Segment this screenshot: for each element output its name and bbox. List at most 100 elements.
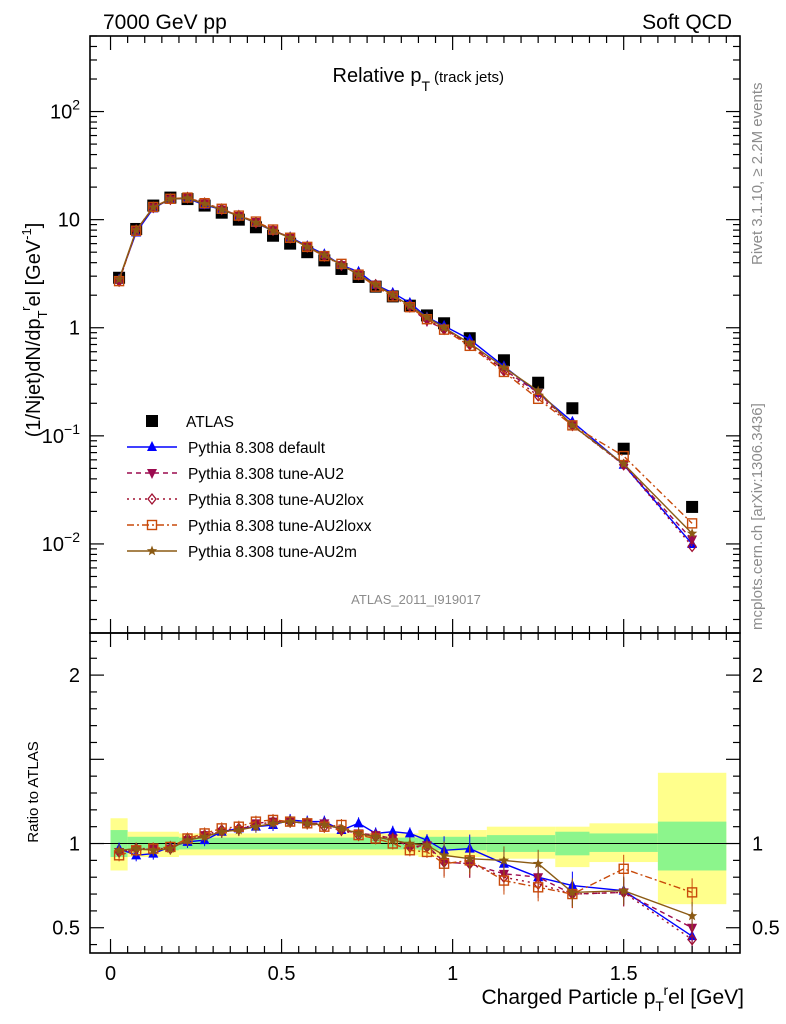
ylabel-c: ] xyxy=(23,223,45,229)
legend-item: Pythia 8.308 tune-AU2lox xyxy=(127,492,364,509)
uncertainty-band-inner xyxy=(657,821,727,871)
ratio-point xyxy=(216,826,227,837)
data-point xyxy=(131,224,142,235)
ratio-point xyxy=(421,839,433,850)
legend-label: Pythia 8.308 tune-AU2lox xyxy=(188,492,364,509)
y-tick-label: 1 xyxy=(69,318,80,340)
ratio-point xyxy=(165,843,176,853)
ratio-line xyxy=(118,819,693,937)
data-point xyxy=(353,269,364,280)
ratio-point xyxy=(532,858,544,869)
data-point xyxy=(498,361,510,372)
legend-marker xyxy=(147,469,157,479)
legend-marker xyxy=(147,492,157,506)
data-point xyxy=(370,279,381,290)
series-5 xyxy=(113,192,698,538)
rivet-note: Rivet 3.1.10, ≥ 2.2M events xyxy=(749,83,766,266)
legend-marker xyxy=(146,519,158,531)
data-point xyxy=(302,241,313,252)
ratio-point xyxy=(686,887,698,898)
y-tick-label: 10 xyxy=(58,210,80,232)
legend: ATLAS Pythia 8.308 default Pythia 8.308 tu… xyxy=(127,414,372,561)
ratio-y-tick-label-right: 2 xyxy=(752,665,763,687)
legend-marker xyxy=(147,441,157,451)
xlabel-suffix: el [GeV] xyxy=(668,986,744,1009)
legend-item: Pythia 8.308 tune-AU2m xyxy=(127,544,357,561)
data-point xyxy=(250,217,262,227)
legend-item: Pythia 8.308 tune-AU2 xyxy=(127,466,344,483)
ratio-series-4 xyxy=(113,815,698,930)
xlabel-sup: r xyxy=(663,982,668,998)
ratio-point xyxy=(464,853,475,864)
ratio-point xyxy=(618,885,629,896)
main-plot-area: Relative pT (track jets) ATLAS_2011_I919… xyxy=(18,35,741,634)
y-tick-label: 102 xyxy=(50,97,80,124)
series-line xyxy=(118,197,693,540)
x-tick-label: 1 xyxy=(447,963,458,985)
legend-label: Pythia 8.308 tune-AU2 xyxy=(188,466,344,483)
data-point xyxy=(567,419,578,430)
main-ylabel: (1/Njet)dN/dpTrel [GeV-1] xyxy=(18,223,50,438)
watermark: ATLAS_2011_I919017 xyxy=(351,592,481,607)
legend-item: Pythia 8.308 tune-AU2loxx xyxy=(127,518,372,535)
data-point xyxy=(618,458,629,469)
ratio-point xyxy=(353,817,364,828)
ratio-point xyxy=(131,843,142,853)
main-title: Relative pT xyxy=(333,65,431,94)
data-point xyxy=(404,300,416,311)
data-point xyxy=(687,540,697,553)
data-point xyxy=(284,232,296,243)
ratio-y-tick-label-right: 0.5 xyxy=(752,918,780,940)
ratio-y-tick-label: 0.5 xyxy=(52,918,80,940)
data-point xyxy=(268,224,278,237)
data-point xyxy=(182,192,193,203)
ratio-point xyxy=(404,838,416,848)
data-point xyxy=(387,289,398,300)
legend-label: Pythia 8.308 default xyxy=(188,440,326,457)
ratio-point xyxy=(686,910,698,921)
ratio-point xyxy=(404,827,415,838)
legend-label: Pythia 8.308 tune-AU2m xyxy=(188,544,357,561)
legend-item: ATLAS xyxy=(146,414,234,431)
data-point xyxy=(148,201,159,212)
data-point xyxy=(421,311,433,322)
ylabel-sub: T xyxy=(35,310,50,318)
data-point xyxy=(532,393,544,405)
x-tick-label: 0 xyxy=(105,963,116,985)
legend-item: Pythia 8.308 default xyxy=(127,440,326,457)
data-point xyxy=(216,204,227,214)
ylabel-sup: r xyxy=(18,306,33,311)
uncertainty-band-inner xyxy=(589,833,658,852)
data-point xyxy=(199,198,210,209)
ratio-ylabel: Ratio to ATLAS xyxy=(25,741,42,842)
ratio-point xyxy=(302,817,313,828)
data-point xyxy=(566,402,579,415)
legend-marker xyxy=(146,415,158,427)
ratio-point xyxy=(687,933,697,946)
data-point xyxy=(532,376,545,389)
ratio-y-tick-label-right: 1 xyxy=(752,834,763,856)
data-point xyxy=(113,273,125,284)
ylabel-sup2: -1 xyxy=(19,228,34,240)
ratio-y-tick-label: 2 xyxy=(69,665,80,687)
x-tick-label: 0.5 xyxy=(268,963,296,985)
ratio-point xyxy=(199,831,210,842)
main-title-suffix: (track jets) xyxy=(434,69,504,86)
ratio-point xyxy=(498,875,510,886)
ratio-point xyxy=(567,886,578,897)
mcplots-note: mcplots.cern.ch [arXiv:1306.3436] xyxy=(749,403,766,630)
ratio-point xyxy=(319,819,330,830)
data-point xyxy=(267,225,279,236)
legend-marker xyxy=(146,545,158,556)
data-point xyxy=(336,259,347,270)
ratio-y-tick-label: 1 xyxy=(69,834,80,856)
ratio-point xyxy=(113,844,125,855)
y-tick-label: 10−2 xyxy=(42,529,80,556)
x-tick-label: 1.5 xyxy=(610,963,638,985)
data-point xyxy=(686,500,699,513)
ratio-point xyxy=(182,834,193,845)
ratio-point xyxy=(370,831,381,842)
main-title-text: Relative p xyxy=(333,65,422,87)
header-right: Soft QCD xyxy=(642,11,732,34)
